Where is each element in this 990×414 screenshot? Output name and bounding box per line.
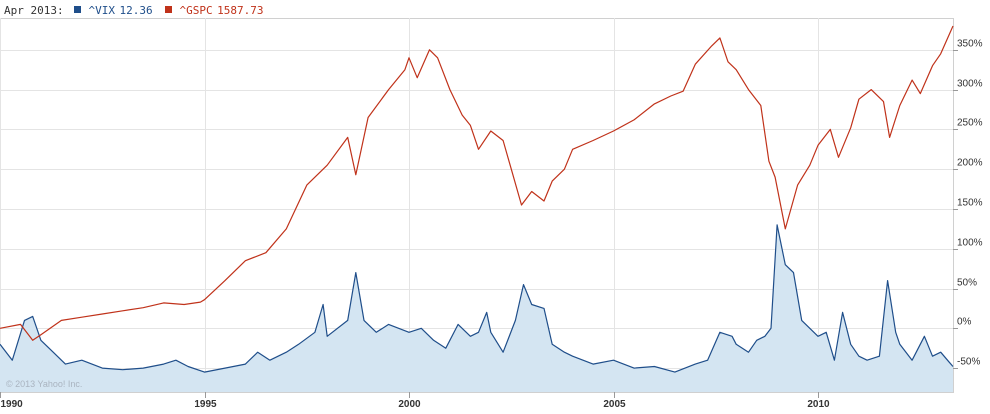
gspc-swatch-icon: [165, 6, 173, 14]
x-tick-label: 1990: [1, 399, 24, 410]
legend-vix-value: 12.36: [119, 4, 153, 17]
x-tick-label: 2005: [603, 399, 626, 410]
legend-item-gspc[interactable]: ^GSPC 1587.73: [165, 1, 263, 18]
legend-vix-symbol: ^VIX: [88, 4, 116, 17]
legend: Apr 2013: ^VIX 12.36 ^GSPC 1587.73: [4, 3, 263, 17]
y-tick-label: 250%: [957, 118, 983, 129]
y-axis: 350% 300% 250% 200% 150% 100% 50% 0% -50%: [953, 39, 983, 369]
vix-line: [0, 224, 954, 373]
y-tick-label: 150%: [957, 198, 983, 209]
y-tick-label: 50%: [957, 278, 977, 289]
y-tick-label: 350%: [957, 39, 983, 50]
y-tick-label: -50%: [957, 357, 980, 368]
y-tick-label: 0%: [957, 317, 972, 328]
legend-item-vix[interactable]: ^VIX 12.36: [74, 1, 157, 18]
copyright-text: © 2013 Yahoo! Inc.: [6, 379, 82, 389]
vix-swatch-icon: [74, 6, 82, 14]
x-tick-label: 1995: [194, 399, 217, 410]
x-tick-label: 2000: [398, 399, 421, 410]
y-tick-label: 100%: [957, 238, 983, 249]
x-axis: 1990 1995 2000 2005 2010: [0, 392, 830, 410]
legend-date: Apr 2013:: [4, 4, 64, 17]
y-tick-label: 200%: [957, 158, 983, 169]
x-tick-label: 2010: [807, 399, 830, 410]
legend-gspc-symbol: ^GSPC: [179, 4, 213, 17]
legend-gspc-value: 1587.73: [217, 4, 264, 17]
series-layer: [0, 25, 954, 392]
y-tick-label: 300%: [957, 79, 983, 90]
vix-area: [0, 224, 953, 392]
gspc-line: [0, 25, 954, 341]
